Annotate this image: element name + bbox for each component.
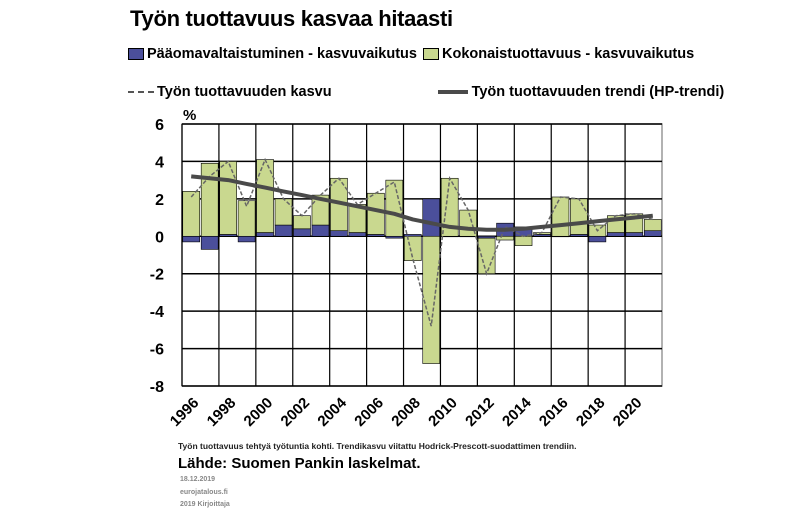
bar-tfp bbox=[570, 198, 588, 235]
bar-tfp bbox=[219, 161, 237, 235]
line-trend bbox=[190, 174, 654, 232]
plot-area bbox=[181, 123, 663, 387]
legend-item-tfp: Kokonaistuottavuus - kasvuvaikutus bbox=[422, 46, 695, 62]
bar-tfp bbox=[514, 235, 533, 246]
bar-capital bbox=[422, 198, 441, 237]
legend-label-trend: Työn tuottavuuden trendi (HP-trendi) bbox=[471, 84, 725, 100]
bar-capital bbox=[293, 228, 311, 237]
bar-capital bbox=[330, 230, 348, 237]
y-tick-label: -8 bbox=[150, 379, 164, 396]
chart-note: Työn tuottavuus tehtyä työtuntia kohti. … bbox=[178, 441, 577, 451]
bar-capital bbox=[274, 224, 293, 237]
bar-tfp bbox=[274, 198, 293, 226]
bar-capital bbox=[237, 235, 256, 243]
y-tick-label: 2 bbox=[155, 192, 164, 209]
bar-tfp bbox=[551, 196, 570, 237]
legend-line-growth bbox=[128, 91, 154, 93]
y-tick-label: -4 bbox=[150, 304, 164, 321]
x-tick-label: 1996 bbox=[167, 394, 203, 430]
meta-id: 2019 Kirjoittaja bbox=[180, 501, 230, 508]
x-tick-label: 2006 bbox=[351, 394, 387, 430]
chart-title: Työn tuottavuus kasvaa hitaasti bbox=[130, 6, 453, 31]
y-tick-label: 0 bbox=[155, 229, 164, 246]
y-tick-label: 4 bbox=[155, 154, 164, 171]
bar-capital bbox=[311, 224, 330, 237]
y-tick-label: 6 bbox=[155, 117, 164, 134]
x-tick-label: 2014 bbox=[499, 394, 535, 430]
legend-row-lines: Työn tuottavuuden kasvu Työn tuottavuude… bbox=[128, 84, 724, 100]
bar-capital bbox=[348, 232, 367, 237]
x-tick-label: 2002 bbox=[278, 394, 314, 430]
legend-item-growth: Työn tuottavuuden kasvu bbox=[128, 84, 332, 100]
meta-site: eurojatalous.fi bbox=[180, 489, 228, 496]
bar-tfp bbox=[385, 179, 404, 237]
bar-tfp bbox=[237, 200, 256, 237]
bar-capital bbox=[200, 235, 219, 250]
bar-capital bbox=[182, 235, 201, 243]
x-tick-label: 2010 bbox=[425, 394, 461, 430]
bar-tfp bbox=[182, 191, 201, 237]
x-tick-label: 2000 bbox=[241, 394, 277, 430]
legend-label-tfp: Kokonaistuottavuus - kasvuvaikutus bbox=[441, 46, 695, 62]
x-tick-label: 2004 bbox=[314, 394, 350, 430]
bar-capital bbox=[256, 232, 274, 237]
x-tick-label: 2016 bbox=[536, 394, 572, 430]
legend-line-trend bbox=[437, 90, 468, 94]
bar-tfp bbox=[477, 237, 496, 275]
bar-capital bbox=[625, 232, 644, 237]
legend-swatch-tfp bbox=[422, 48, 439, 60]
x-tick-label: 2018 bbox=[573, 394, 609, 430]
legend-item-capital: Pääomavaltaistuminen - kasvuvaikutus bbox=[128, 46, 417, 62]
x-tick-label: 1998 bbox=[204, 394, 240, 430]
legend-label-capital: Pääomavaltaistuminen - kasvuvaikutus bbox=[147, 46, 417, 62]
y-axis-unit: % bbox=[183, 107, 196, 124]
legend-swatch-capital bbox=[128, 48, 144, 60]
bar-capital bbox=[607, 232, 625, 237]
bar-capital bbox=[588, 235, 607, 243]
bar-tfp bbox=[293, 215, 311, 230]
x-tick-label: 2008 bbox=[388, 394, 424, 430]
x-tick-label: 2020 bbox=[610, 394, 646, 430]
legend-label-growth: Työn tuottavuuden kasvu bbox=[157, 84, 332, 100]
bar-capital bbox=[643, 230, 662, 237]
y-tick-label: -6 bbox=[150, 342, 164, 359]
bar-tfp bbox=[422, 235, 441, 364]
bar-tfp bbox=[367, 192, 385, 235]
bar-tfp bbox=[200, 163, 219, 237]
legend-row-bars: Pääomavaltaistuminen - kasvuvaikutus Kok… bbox=[128, 46, 694, 62]
bar-tfp bbox=[496, 235, 514, 241]
chart-source: Lähde: Suomen Pankin laskelmat. bbox=[178, 455, 421, 472]
meta-date: 18.12.2019 bbox=[180, 476, 216, 483]
line-growth bbox=[190, 157, 654, 327]
y-tick-label: -2 bbox=[150, 267, 164, 284]
bar-tfp bbox=[643, 219, 662, 231]
x-tick-label: 2012 bbox=[462, 394, 498, 430]
legend-item-trend: Työn tuottavuuden trendi (HP-trendi) bbox=[437, 84, 725, 100]
